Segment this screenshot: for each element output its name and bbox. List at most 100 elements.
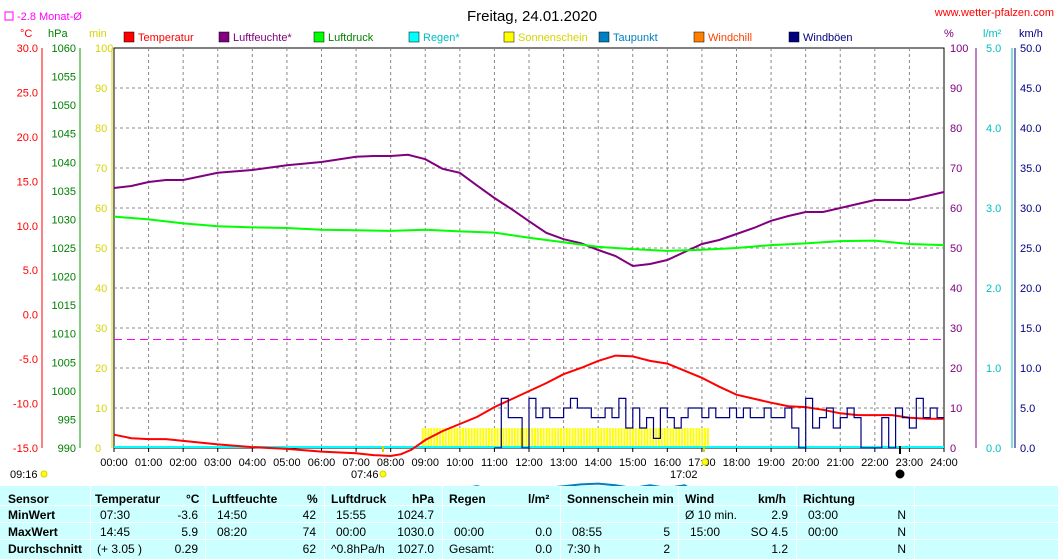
percent-unit: % xyxy=(944,28,954,40)
lm2-unit: l/m² xyxy=(983,28,1002,40)
sunshine-bar xyxy=(623,428,626,448)
chart-title: Freitag, 24.01.2020 xyxy=(467,8,597,25)
sunshine-bar xyxy=(666,428,669,448)
sunshine-bar xyxy=(505,428,508,448)
svg-text:Luftdruck: Luftdruck xyxy=(328,32,374,44)
hpa-tick-label: 990 xyxy=(58,443,76,455)
x-tick-label: 09:00 xyxy=(411,457,439,469)
sunshine-bar xyxy=(629,428,632,448)
sunshine-bar xyxy=(488,428,490,448)
x-tick-label: 08:00 xyxy=(377,457,405,469)
kmh-tick-label: 5.0 xyxy=(1020,403,1035,415)
dir-time: 03:00 xyxy=(808,508,839,522)
min-tick-label: 60 xyxy=(95,203,107,215)
table-row: Durchschnitt (+ 3.05 ) 0.29 62 ^0.8hPa/h… xyxy=(0,541,1058,557)
sunrise-time: 07:46 xyxy=(351,469,379,481)
stats-table: Sensor Temperatur °C Luftfeuchte % Luftd… xyxy=(0,486,1058,559)
sunshine-bar xyxy=(499,428,502,448)
sunshine-bar xyxy=(574,428,577,448)
sunshine-bar xyxy=(603,428,606,448)
axis-ticks: 00:00 01:00 02:00 03:00 04:00 05:00 06:00 07:00… xyxy=(13,43,1042,469)
sunshine-bar xyxy=(585,428,588,448)
legend-item-sonnenschein: Sonnenschein xyxy=(503,31,588,44)
sun-time: 08:55 xyxy=(572,525,603,539)
wind-value: SO 4.5 xyxy=(750,525,788,539)
sunshine-bar xyxy=(611,428,614,448)
percent-tick-label: 100 xyxy=(950,43,968,55)
min-tick-label: 80 xyxy=(95,123,107,135)
kmh-tick-label: 25.0 xyxy=(1020,243,1041,255)
sunshine-bar xyxy=(531,428,534,448)
hpa-tick-label: 1020 xyxy=(52,272,76,284)
sunset-icon xyxy=(701,458,709,466)
wind-value: 1.2 xyxy=(771,542,788,556)
sunset-time: 17:02 xyxy=(670,469,698,481)
hpa-tick-label: 1060 xyxy=(52,43,76,55)
kmh-tick-label: 20.0 xyxy=(1020,283,1041,295)
x-tick-label: 13:00 xyxy=(550,457,578,469)
percent-tick-label: 80 xyxy=(950,123,962,135)
sunshine-bar xyxy=(467,428,470,448)
hpa-unit: hPa xyxy=(48,28,68,40)
kmh-tick-label: 45.0 xyxy=(1020,83,1041,95)
lm2-tick-label: 4.0 xyxy=(986,123,1001,135)
sunshine-bar xyxy=(663,428,666,448)
percent-tick-label: 0 xyxy=(950,443,956,455)
hpa-tick-label: 995 xyxy=(58,414,76,426)
hpa-tick-label: 1025 xyxy=(52,243,76,255)
monthly-average-label: -2.8 Monat-Ø xyxy=(17,11,82,23)
dir-value: N xyxy=(897,542,906,556)
rain-value: 0.0 xyxy=(535,542,552,556)
sunshine-bar xyxy=(525,428,528,448)
sunrise-icon xyxy=(379,470,387,478)
rain-time: 00:00 xyxy=(454,525,485,539)
hpa-tick-label: 1055 xyxy=(52,72,76,84)
hum-time: 08:20 xyxy=(217,525,248,539)
weather-chart: Freitag, 24.01.2020 www.wetter-pfalzen.c… xyxy=(4,7,1054,486)
svg-text:Taupunkt: Taupunkt xyxy=(613,32,658,44)
sunshine-bar xyxy=(649,428,652,448)
header-temp: Temperatur xyxy=(95,492,161,506)
sunshine-bar xyxy=(701,428,704,448)
percent-tick-label: 90 xyxy=(950,83,962,95)
percent-tick-label: 20 xyxy=(950,363,962,375)
legend-item-regen: Regen* xyxy=(408,31,460,44)
temp-value: 0.29 xyxy=(174,542,198,556)
sunshine-bar xyxy=(450,428,453,448)
kmh-tick-label: 10.0 xyxy=(1020,363,1041,375)
sunshine-bar xyxy=(554,428,557,448)
x-tick-label: 20:00 xyxy=(792,457,820,469)
sunshine-bar xyxy=(476,428,479,448)
dir-value: N xyxy=(897,508,906,522)
sunshine-bar xyxy=(537,428,539,448)
site-link[interactable]: www.wetter-pfalzen.com xyxy=(934,7,1054,19)
sunshine-bar xyxy=(502,428,505,448)
sunshine-bar xyxy=(439,428,441,448)
percent-tick-label: 30 xyxy=(950,323,962,335)
press-value: 1027.0 xyxy=(397,542,434,556)
sun-value: 5 xyxy=(663,525,670,539)
hum-value: 74 xyxy=(302,525,316,539)
celsius-tick-label: 5.0 xyxy=(23,265,38,277)
sunshine-bar xyxy=(689,428,692,448)
row-label: Durchschnitt xyxy=(8,542,83,556)
dir-time: 00:00 xyxy=(808,525,839,539)
sunshine-bar xyxy=(456,428,459,448)
rain-time: Gesamt: xyxy=(449,542,495,556)
x-tick-label: 15:00 xyxy=(619,457,647,469)
sunshine-bar xyxy=(620,428,623,448)
sunshine-bar xyxy=(511,428,513,448)
hpa-tick-label: 1050 xyxy=(52,100,76,112)
header-hum-unit: % xyxy=(307,492,318,506)
sunshine-bar xyxy=(562,428,565,448)
kmh-tick-label: 40.0 xyxy=(1020,123,1041,135)
x-tick-label: 21:00 xyxy=(826,457,854,469)
legend-item-windboeen: Windböen xyxy=(788,31,853,44)
moonrise-icon xyxy=(40,470,48,478)
sunshine-bar xyxy=(637,428,640,448)
x-tick-label: 03:00 xyxy=(204,457,232,469)
x-tick-label: 16:00 xyxy=(654,457,682,469)
row-label: MinWert xyxy=(8,508,56,522)
sunshine-bar xyxy=(692,428,695,448)
sunshine-bar xyxy=(634,428,637,448)
